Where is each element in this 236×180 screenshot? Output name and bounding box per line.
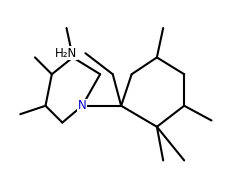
Text: N: N [78, 99, 87, 112]
Text: H₂N: H₂N [55, 47, 77, 60]
